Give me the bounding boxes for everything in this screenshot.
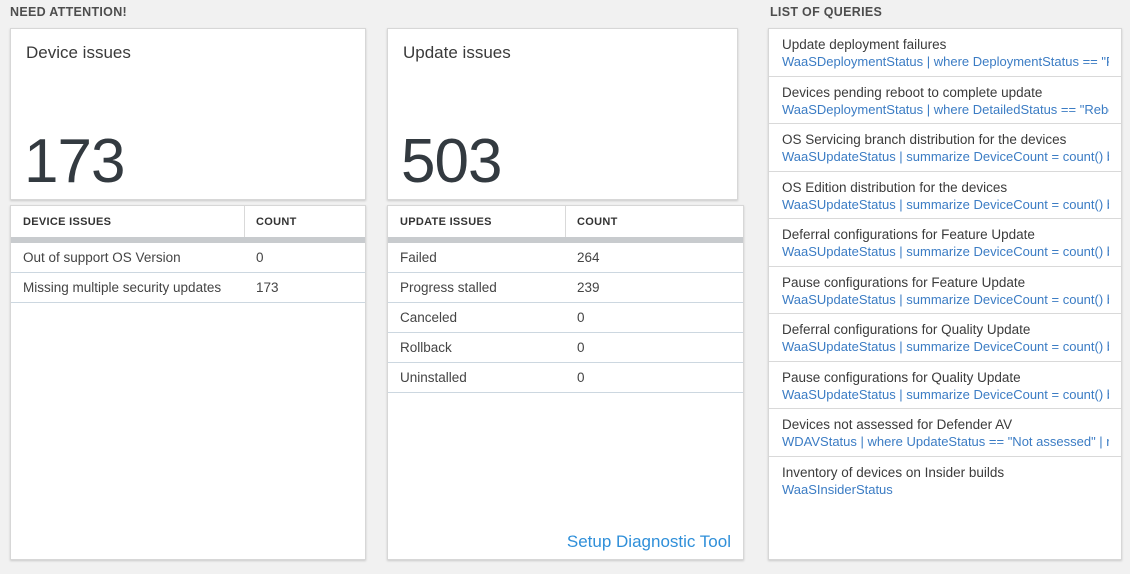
row-count: 0 xyxy=(256,250,264,265)
row-count: 239 xyxy=(577,280,600,295)
device-issues-count: 173 xyxy=(24,127,125,196)
update-issues-count: 503 xyxy=(401,127,502,196)
row-label: Missing multiple security updates xyxy=(23,280,222,295)
query-text[interactable]: WaaSDeploymentStatus | where DetailedSta… xyxy=(782,101,1109,117)
update-issues-column-header: UPDATE ISSUES xyxy=(400,215,492,228)
query-text[interactable]: WaaSUpdateStatus | summarize DeviceCount… xyxy=(782,291,1109,307)
query-text[interactable]: WaaSUpdateStatus | summarize DeviceCount… xyxy=(782,339,1109,354)
table-row[interactable]: Missing multiple security updates 173 xyxy=(11,273,365,303)
query-item[interactable]: Pause configurations for Feature Update … xyxy=(769,267,1121,314)
query-title: Pause configurations for Feature Update xyxy=(782,274,1026,290)
need-attention-section-label: NEED ATTENTION! xyxy=(10,5,127,19)
table-row[interactable]: Progress stalled 239 xyxy=(388,273,743,303)
list-of-queries-panel: Update deployment failures WaaSDeploymen… xyxy=(768,28,1122,560)
row-label: Canceled xyxy=(400,310,458,325)
table-row[interactable]: Uninstalled 0 xyxy=(388,363,743,393)
update-table-header: UPDATE ISSUES COUNT xyxy=(388,206,743,237)
row-count: 264 xyxy=(577,250,600,265)
device-issues-tile[interactable]: Device issues 173 xyxy=(10,28,366,200)
row-count: 0 xyxy=(577,370,585,385)
device-issues-table: DEVICE ISSUES COUNT Out of support OS Ve… xyxy=(10,205,366,560)
update-issues-tile[interactable]: Update issues 503 xyxy=(387,28,738,200)
query-title: Pause configurations for Quality Update xyxy=(782,369,1021,385)
table-row[interactable]: Failed 264 xyxy=(388,243,743,273)
query-title: Devices pending reboot to complete updat… xyxy=(782,84,1043,100)
count-column-header: COUNT xyxy=(256,215,297,228)
query-text[interactable]: WaaSUpdateStatus | summarize DeviceCount… xyxy=(782,149,1109,164)
row-label: Failed xyxy=(400,250,437,265)
update-issues-table: UPDATE ISSUES COUNT Failed 264 Progress … xyxy=(387,205,744,560)
query-text[interactable]: WaaSUpdateStatus | summarize DeviceCount… xyxy=(782,196,1109,212)
row-count: 0 xyxy=(577,340,585,355)
list-of-queries-section-label: LIST OF QUERIES xyxy=(770,5,883,19)
query-title: OS Servicing branch distribution for the… xyxy=(782,132,1067,147)
row-label: Progress stalled xyxy=(400,280,497,295)
query-item[interactable]: Deferral configurations for Feature Upda… xyxy=(769,219,1121,267)
query-item[interactable]: Pause configurations for Quality Update … xyxy=(769,362,1121,409)
row-count: 173 xyxy=(256,280,279,295)
query-text[interactable]: WaaSDeploymentStatus | where DeploymentS… xyxy=(782,54,1109,69)
count-column-header: COUNT xyxy=(577,215,618,228)
query-item[interactable]: Update deployment failures WaaSDeploymen… xyxy=(769,29,1121,77)
query-title: Deferral configurations for Feature Upda… xyxy=(782,227,1035,242)
query-text[interactable]: WDAVStatus | where UpdateStatus == "Not … xyxy=(782,434,1109,449)
query-item[interactable]: OS Edition distribution for the devices … xyxy=(769,172,1121,219)
query-item[interactable]: Devices not assessed for Defender AV WDA… xyxy=(769,409,1121,457)
query-title: OS Edition distribution for the devices xyxy=(782,179,1008,195)
query-text[interactable]: WaaSUpdateStatus | summarize DeviceCount… xyxy=(782,244,1109,259)
row-label: Out of support OS Version xyxy=(23,250,181,265)
table-divider-bar xyxy=(388,237,743,243)
update-issues-title: Update issues xyxy=(403,43,511,62)
query-item[interactable]: OS Servicing branch distribution for the… xyxy=(769,124,1121,172)
setup-diagnostic-tool-link[interactable]: Setup Diagnostic Tool xyxy=(566,532,731,551)
query-text[interactable]: WaaSInsiderStatus xyxy=(782,481,893,497)
table-row[interactable]: Rollback 0 xyxy=(388,333,743,363)
query-item[interactable]: Devices pending reboot to complete updat… xyxy=(769,77,1121,124)
table-divider-bar xyxy=(11,237,365,243)
row-count: 0 xyxy=(577,310,585,325)
table-row[interactable]: Canceled 0 xyxy=(388,303,743,333)
query-title: Inventory of devices on Insider builds xyxy=(782,464,1005,480)
query-title: Update deployment failures xyxy=(782,37,947,52)
query-title: Devices not assessed for Defender AV xyxy=(782,417,1013,432)
query-text[interactable]: WaaSUpdateStatus | summarize DeviceCount… xyxy=(782,386,1109,402)
query-title: Deferral configurations for Quality Upda… xyxy=(782,322,1031,337)
device-issues-title: Device issues xyxy=(26,43,131,62)
table-row[interactable]: Out of support OS Version 0 xyxy=(11,243,365,273)
device-table-header: DEVICE ISSUES COUNT xyxy=(11,206,365,237)
query-item[interactable]: Inventory of devices on Insider builds W… xyxy=(769,457,1121,505)
row-label: Rollback xyxy=(400,340,452,355)
query-item[interactable]: Deferral configurations for Quality Upda… xyxy=(769,314,1121,362)
device-issues-column-header: DEVICE ISSUES xyxy=(23,215,112,228)
row-label: Uninstalled xyxy=(400,370,467,385)
